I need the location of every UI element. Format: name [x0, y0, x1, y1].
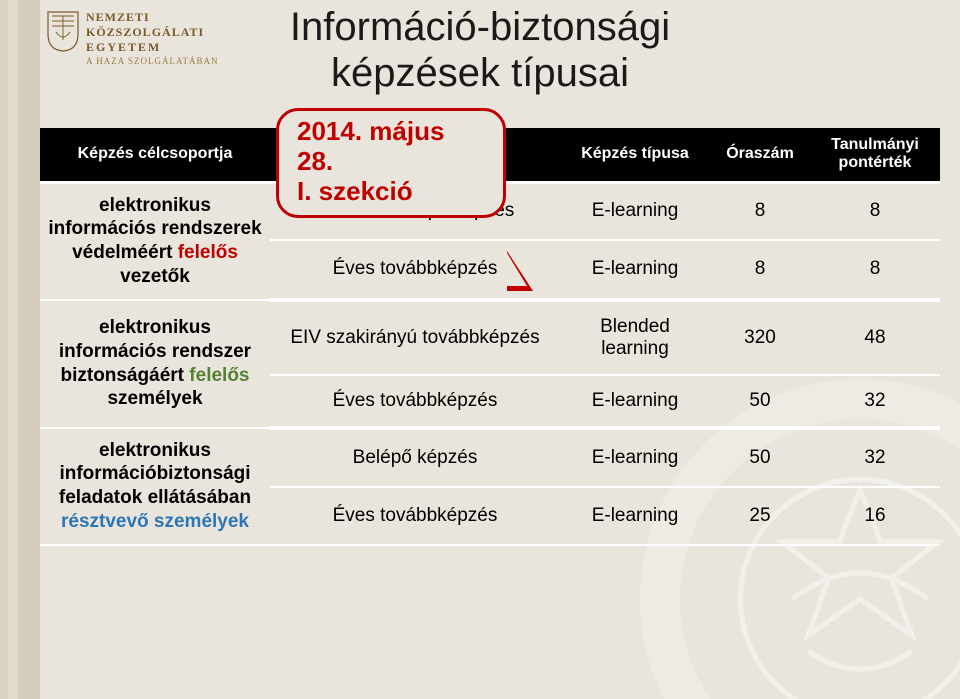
logo-line3: EGYETEM — [86, 40, 219, 55]
col-training-type: Képzés típusa — [560, 128, 710, 182]
cell-hours: 50 — [710, 428, 810, 487]
cell-training-type: E-learning — [560, 375, 710, 428]
cell-training-name: EIV szakirányú továbbképzés — [270, 300, 560, 375]
institution-logo: NEMZETI KÖZSZOLGÁLATI EGYETEM A HAZA SZO… — [46, 10, 219, 66]
cell-training-name: Éves továbbképzés — [270, 375, 560, 428]
cell-points: 16 — [810, 487, 940, 545]
group-label: elektronikusinformációs rendszerekvédelm… — [40, 182, 270, 300]
table-row: elektronikusinformációbiztonságifeladato… — [40, 428, 940, 487]
cell-training-name: Éves továbbképzés — [270, 487, 560, 545]
cell-training-type: Blended learning — [560, 300, 710, 375]
callout-line2: I. szekció — [297, 177, 485, 207]
col-credits: Tanulmányi pontérték — [810, 128, 940, 182]
cell-points: 8 — [810, 240, 940, 299]
cell-points: 8 — [810, 182, 940, 240]
cell-training-type: E-learning — [560, 240, 710, 299]
group-label: elektronikusinformációs rendszerbiztonsá… — [40, 300, 270, 428]
col-target-group: Képzés célcsoportja — [40, 128, 270, 182]
cell-hours: 25 — [710, 487, 810, 545]
cell-training-type: E-learning — [560, 487, 710, 545]
cell-hours: 50 — [710, 375, 810, 428]
logo-line1: NEMZETI — [86, 10, 219, 25]
cell-points: 32 — [810, 375, 940, 428]
cell-training-type: E-learning — [560, 428, 710, 487]
cell-hours: 320 — [710, 300, 810, 375]
table-row: elektronikusinformációs rendszerbiztonsá… — [40, 300, 940, 375]
cell-points: 48 — [810, 300, 940, 375]
logo-tagline: A HAZA SZOLGÁLATÁBAN — [86, 56, 219, 66]
slide-title: Információ-biztonsági képzések típusai — [240, 4, 720, 96]
logo-line2: KÖZSZOLGÁLATI — [86, 25, 219, 40]
bg-stripe — [18, 0, 40, 699]
date-callout: 2014. május 28. I. szekció — [276, 108, 506, 218]
callout-line1: 2014. május 28. — [297, 117, 485, 177]
cell-training-type: E-learning — [560, 182, 710, 240]
cell-training-name: Belépő képzés — [270, 428, 560, 487]
crest-icon — [46, 10, 80, 52]
cell-points: 32 — [810, 428, 940, 487]
col-hours: Óraszám — [710, 128, 810, 182]
cell-hours: 8 — [710, 240, 810, 299]
cell-hours: 8 — [710, 182, 810, 240]
group-label: elektronikusinformációbiztonságifeladato… — [40, 428, 270, 545]
